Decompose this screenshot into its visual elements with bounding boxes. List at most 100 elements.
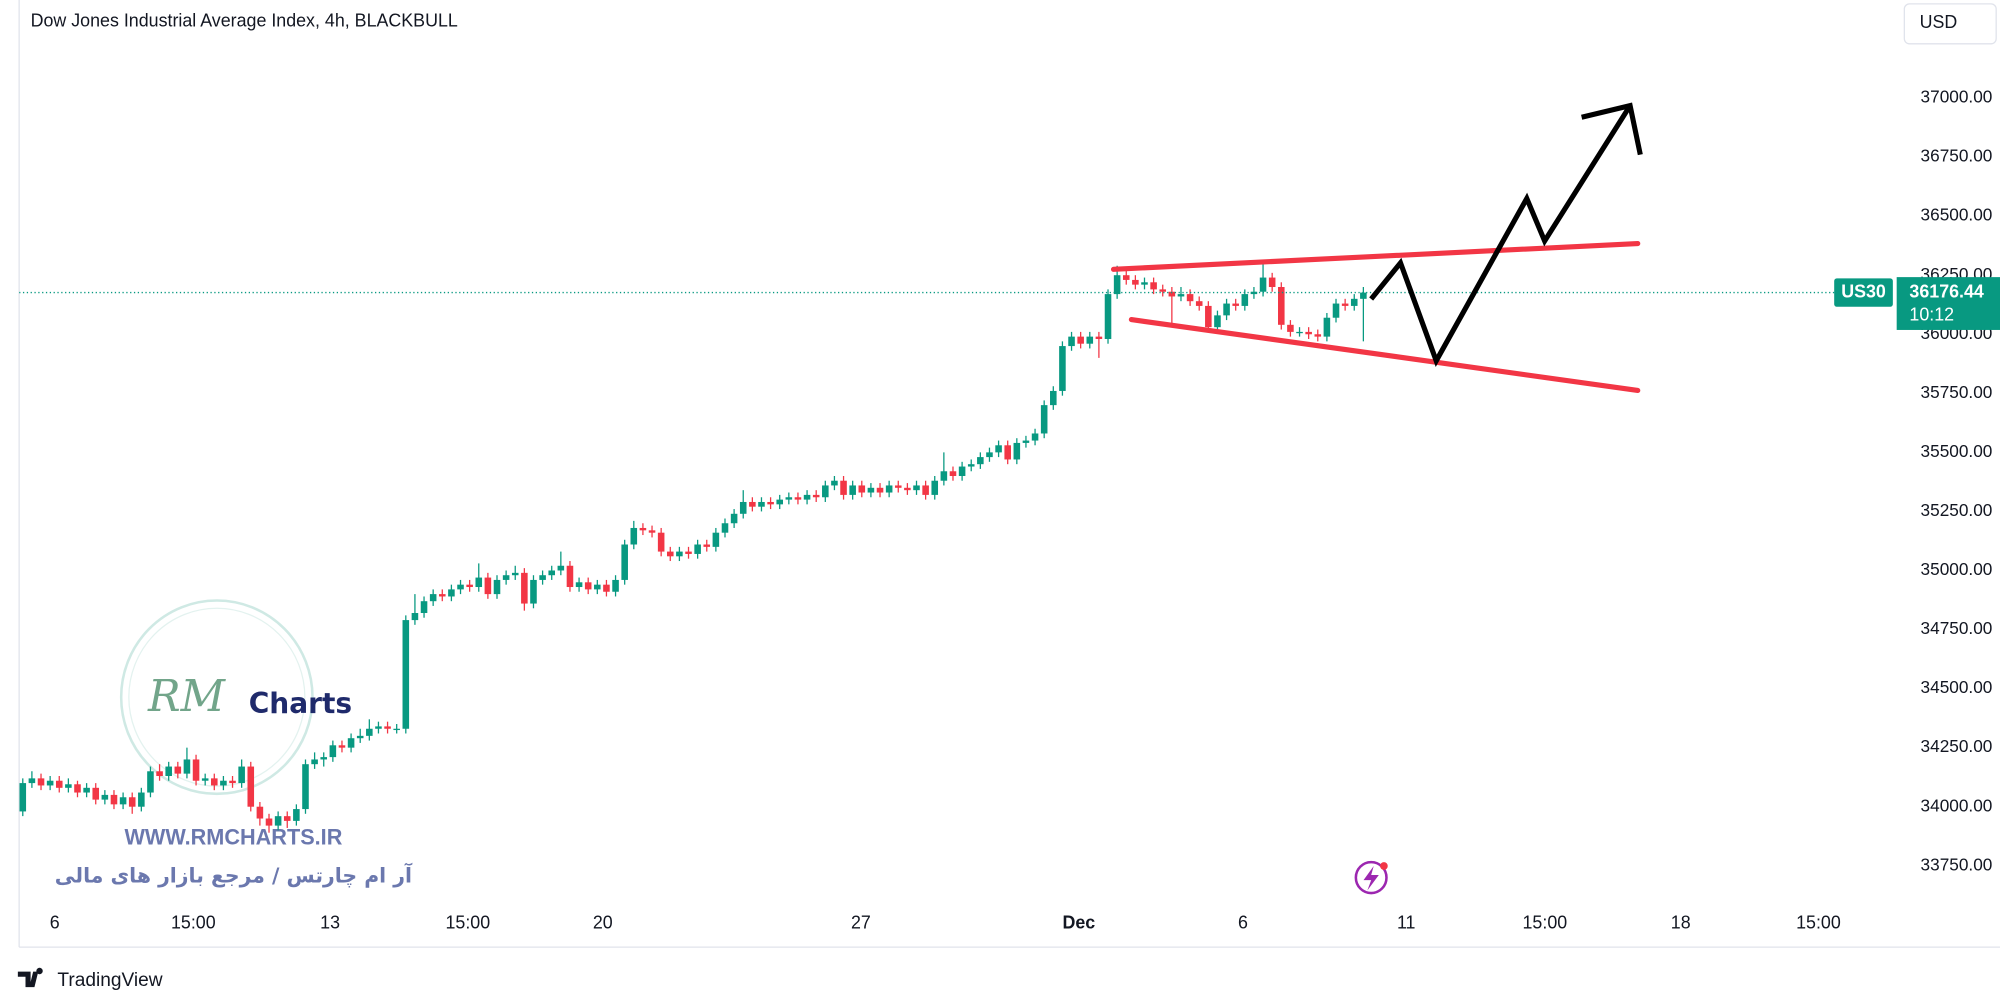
candle-body [1177,294,1185,297]
x-tick-label: 6 [1238,913,1248,933]
candle-body [229,780,236,784]
candle-body [1232,303,1239,306]
candle-body [904,487,911,491]
candle-body [1250,291,1258,295]
currency-button[interactable] [1903,3,1997,45]
x-tick-label: 6 [50,913,60,933]
x-tick-label: 15:00 [445,913,490,933]
y-tick-label: 34750.00 [1921,618,1993,638]
candle-body [466,584,473,588]
candle-body [302,764,309,810]
candle-body [1241,294,1249,306]
candle-body [986,452,993,458]
candle-body [648,530,656,533]
x-tick-label: 15:00 [171,913,216,933]
y-tick-label: 35750.00 [1921,382,1993,402]
candle-body [922,485,929,495]
candle-body [128,797,136,807]
candle-body [393,728,400,731]
x-tick-label: 20 [593,913,613,933]
alert-icon-ring[interactable] [1354,860,1388,895]
price-tags: US30 36176.44 10:12 [1834,277,2000,330]
candle-body [885,485,893,493]
watermark-tagline: آر ام چارتس / مرجع بازار های مالی [55,862,413,887]
y-tick-label: 36500.00 [1921,205,1993,225]
candle-body [19,783,27,812]
x-tick-label: 11 [1397,913,1416,933]
x-tick-label: 15:00 [1796,913,1841,933]
y-tick-label: 33750.00 [1921,854,1993,874]
candle-body [1150,282,1157,290]
candle-body [584,582,592,590]
candle-body [1068,336,1075,347]
candle-body [65,784,72,788]
candle-body [484,577,492,595]
candle-body [283,816,291,821]
candle-body [274,816,282,826]
candle-body [174,766,182,774]
candle-body [1214,315,1221,328]
currency-label[interactable]: USD [1920,12,1958,32]
candle-body [1132,279,1139,285]
alert-icon[interactable] [1354,860,1388,895]
candle-body [666,551,674,557]
candle-body [165,766,172,777]
candle-body [1077,336,1084,344]
candle-body [612,579,619,592]
candle-body [685,551,692,554]
symbol-tag-label: US30 [1841,281,1886,301]
candle-body [493,579,501,595]
candle-body [621,544,628,580]
candle-body [1186,294,1194,302]
candle-body [594,584,601,590]
x-tick-label: 15:00 [1523,913,1568,933]
trend-line-lower [1128,317,1641,394]
candle-body [739,501,747,514]
candle-body [1305,331,1312,335]
alert-icon-dot[interactable] [1380,862,1388,870]
candle-body [329,745,337,758]
candle-body [831,480,838,486]
candle-body [530,579,537,604]
plot-area [19,263,1895,833]
candle-body [703,544,711,547]
watermark: RM Charts WWW.RMCHARTS.IR آر ام چارتس / … [55,599,413,887]
candle-body [1141,282,1148,285]
candle-body [1040,405,1048,434]
candle-body [448,589,455,597]
candle-body [101,794,109,800]
watermark-initials: RM [147,672,226,722]
alert-icon-bolt[interactable] [1363,865,1379,891]
candle-body [548,570,556,576]
candle-body [475,577,483,588]
candle-body [849,485,856,495]
y-tick-label: 37000.00 [1921,87,1993,107]
candle-body [749,501,756,507]
candle-body [265,818,273,826]
candle-body [1168,291,1176,297]
candle-body [156,771,163,777]
candle-body [1268,277,1276,288]
candle-body [375,726,382,729]
candle-body [812,494,820,498]
candle-body [502,575,510,580]
candle-body [201,778,209,781]
watermark-ring [119,599,314,796]
candle-body [247,766,255,807]
watermark-site: WWW.RMCHARTS.IR [124,825,342,850]
y-tick-label: 34000.00 [1921,795,1993,815]
candle-body [977,457,984,465]
candle-body [1350,298,1358,306]
candle-body [949,471,957,476]
watermark-ring [128,607,306,787]
candle-body [1050,390,1057,406]
candle-body [457,584,464,590]
candle-body [211,778,218,786]
candle-body [311,759,318,765]
candle-body [74,784,81,793]
branding-text: TradingView [57,970,162,991]
y-tick-label: 34250.00 [1921,736,1993,756]
candle-body [1059,346,1066,391]
candle-body [712,532,720,547]
candle-body [876,487,884,493]
